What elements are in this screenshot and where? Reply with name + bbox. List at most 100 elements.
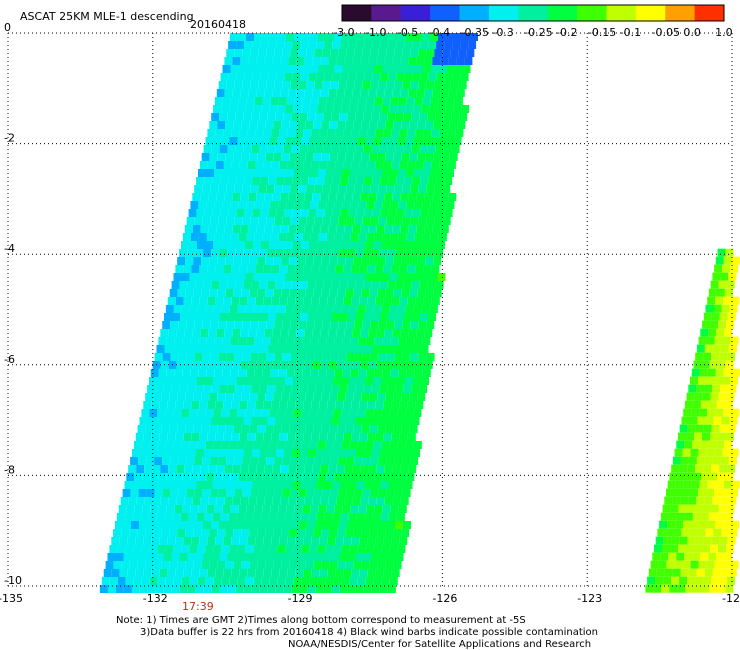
- data-cell: [254, 337, 263, 345]
- data-cell: [256, 193, 265, 201]
- data-cell: [165, 305, 174, 313]
- x-tick-label: -126: [432, 592, 457, 605]
- data-cell: [253, 241, 261, 249]
- data-cell: [398, 169, 406, 177]
- data-cell: [321, 561, 330, 569]
- data-cell: [259, 585, 268, 593]
- data-cell: [345, 393, 354, 401]
- data-cell: [177, 393, 186, 401]
- data-cell: [305, 425, 314, 433]
- data-cell: [669, 584, 678, 593]
- data-cell: [703, 576, 712, 585]
- data-cell: [343, 297, 352, 305]
- data-cell: [374, 33, 382, 41]
- data-cell: [264, 89, 273, 97]
- data-cell: [389, 441, 398, 449]
- data-cell: [698, 488, 706, 497]
- data-cell: [182, 337, 191, 345]
- data-cell: [387, 113, 396, 121]
- data-cell: [261, 577, 270, 585]
- data-cell: [307, 417, 316, 425]
- data-cell: [301, 377, 309, 385]
- data-cell: [126, 505, 135, 513]
- data-cell: [335, 401, 344, 409]
- data-cell: [671, 536, 680, 545]
- data-cell: [259, 417, 268, 425]
- data-cell: [157, 577, 166, 585]
- data-cell: [307, 553, 316, 561]
- data-cell: [243, 113, 252, 121]
- data-cell: [268, 481, 277, 489]
- data-cell: [413, 441, 422, 449]
- data-cell: [418, 217, 427, 225]
- data-cell: [403, 249, 412, 257]
- chart-title: ASCAT 25KM MLE-1 descending: [20, 10, 194, 23]
- data-cell: [218, 217, 227, 225]
- data-cell: [268, 313, 276, 321]
- data-cell: [136, 465, 145, 473]
- data-cell: [224, 57, 233, 65]
- data-cell: [422, 65, 431, 73]
- data-cell: [329, 529, 338, 537]
- data-cell: [383, 265, 392, 273]
- data-cell: [209, 121, 218, 129]
- data-cell: [377, 561, 386, 569]
- x-tick-label: -135: [0, 592, 23, 605]
- data-cell: [228, 313, 236, 321]
- data-cell: [261, 409, 270, 417]
- data-cell: [304, 225, 313, 233]
- data-cell: [181, 241, 189, 249]
- data-cell: [298, 489, 307, 497]
- data-cell: [212, 513, 221, 521]
- data-cell: [317, 305, 326, 313]
- data-cell: [198, 473, 207, 481]
- data-cell: [674, 488, 682, 497]
- data-cell: [386, 49, 395, 57]
- note-line-2: 3)Data buffer is 22 hrs from 20160418 4)…: [140, 627, 598, 638]
- data-cell: [290, 217, 299, 225]
- data-cell: [149, 409, 158, 417]
- data-cell: [330, 489, 339, 497]
- data-cell: [405, 441, 414, 449]
- data-cell: [232, 225, 241, 233]
- data-cell: [282, 185, 291, 193]
- data-cell: [256, 57, 265, 65]
- data-cell: [382, 169, 390, 177]
- data-cell: [273, 121, 282, 129]
- data-cell: [125, 545, 134, 553]
- data-cell: [275, 281, 284, 289]
- data-cell: [310, 33, 318, 41]
- data-cell: [351, 537, 360, 545]
- data-cell: [363, 417, 372, 425]
- data-cell: [177, 289, 186, 297]
- data-cell: [231, 129, 240, 137]
- data-cell: [252, 449, 260, 457]
- data-cell: [325, 377, 333, 385]
- data-cell: [385, 393, 394, 401]
- data-cell: [221, 241, 229, 249]
- data-cell: [221, 305, 230, 313]
- data-cell: [366, 201, 375, 209]
- data-cell: [172, 449, 180, 457]
- data-cell: [312, 193, 321, 201]
- data-cell: [341, 105, 350, 113]
- data-cell: [350, 369, 359, 377]
- data-cell: [251, 417, 260, 425]
- data-cell: [398, 201, 407, 209]
- data-cell: [278, 369, 287, 377]
- data-cell: [229, 409, 238, 417]
- data-cell: [219, 521, 227, 529]
- data-cell: [302, 337, 311, 345]
- data-cell: [358, 233, 367, 241]
- data-cell: [432, 225, 441, 233]
- data-cell: [366, 369, 375, 377]
- data-cell: [261, 273, 270, 281]
- data-cell: [223, 265, 232, 273]
- data-cell: [435, 145, 444, 153]
- data-cell: [269, 105, 278, 113]
- data-cell: [364, 209, 373, 217]
- data-cell: [156, 481, 165, 489]
- data-cell: [332, 41, 341, 49]
- data-cell: [410, 217, 419, 225]
- data-cell: [228, 177, 237, 185]
